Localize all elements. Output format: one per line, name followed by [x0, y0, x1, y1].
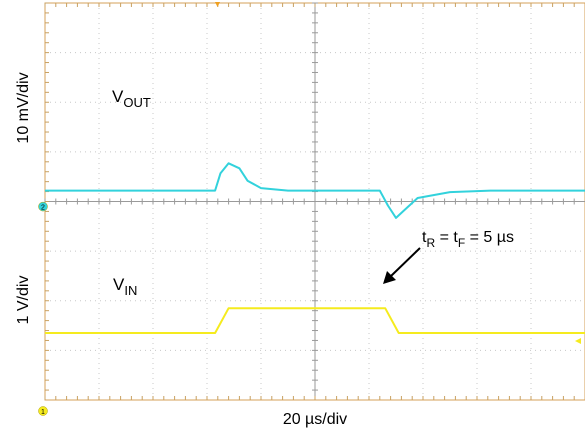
channel-marker-dot	[38, 406, 48, 416]
vout-label: VOUT	[112, 87, 151, 110]
channel-marker-2: 2	[38, 201, 48, 212]
traces	[45, 162, 585, 334]
grid	[44, 2, 585, 400]
vin-label: VIN	[113, 275, 137, 298]
channel-marker-1: 1	[38, 406, 48, 416]
channel-marker-number: 1	[41, 409, 45, 416]
trigger-marker	[215, 2, 220, 7]
channel-markers: 21	[38, 201, 581, 416]
trace-v-out	[45, 162, 585, 219]
annotation-rise-fall-time: tR = tF = 5 µs	[422, 229, 514, 250]
ref-arrow-vin	[575, 338, 581, 345]
x-label-time-scale: 20 µs/div	[283, 411, 347, 428]
annotation-arrow	[383, 247, 421, 284]
y-label-vout-scale: 10 mV/div	[15, 72, 32, 143]
channel-marker-number: 2	[41, 205, 45, 212]
y-label-vin-scale: 1 V/div	[15, 276, 32, 325]
trace-v-in	[45, 307, 585, 334]
channel-marker-dot	[38, 201, 48, 212]
